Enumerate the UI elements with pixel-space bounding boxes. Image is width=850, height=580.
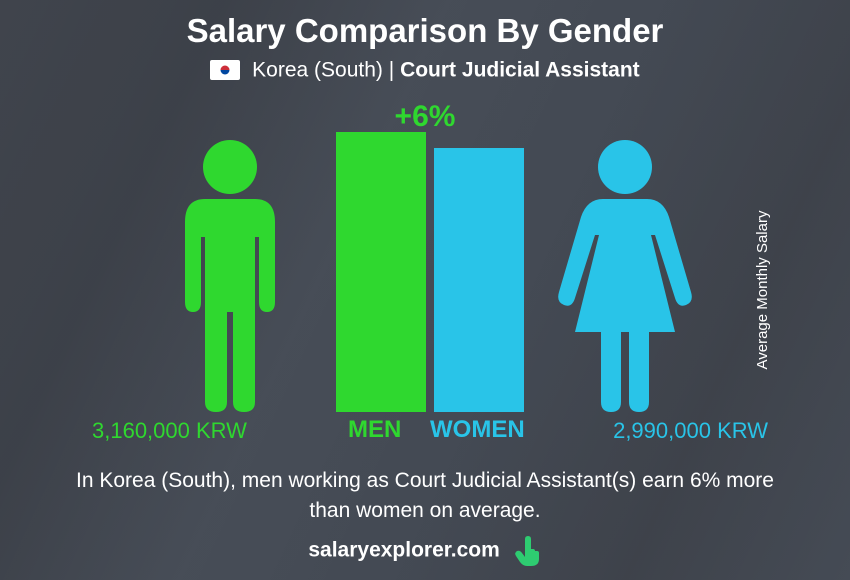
bar-women xyxy=(434,148,524,412)
women-label: WOMEN xyxy=(430,416,525,444)
hand-pointer-icon xyxy=(514,536,542,566)
footer: salaryexplorer.com xyxy=(0,536,850,566)
job-label: Court Judicial Assistant xyxy=(400,58,640,81)
summary-text: In Korea (South), men working as Court J… xyxy=(0,466,850,525)
korea-flag-icon xyxy=(210,60,240,80)
y-axis-label: Average Monthly Salary xyxy=(754,211,771,370)
separator: | xyxy=(389,58,400,81)
difference-label: +6% xyxy=(395,100,456,134)
woman-icon xyxy=(545,137,705,412)
men-label: MEN xyxy=(348,416,401,444)
bar-men xyxy=(336,132,426,412)
chart-area: +6% 3,160,000 KRW MEN WOMEN 2,990,000 KR… xyxy=(0,92,850,462)
subtitle: Korea (South) | Court Judicial Assistant xyxy=(0,58,850,82)
man-icon xyxy=(155,137,305,412)
men-salary: 3,160,000 KRW xyxy=(92,418,247,444)
country-label: Korea (South) xyxy=(252,58,383,81)
women-salary: 2,990,000 KRW xyxy=(613,418,768,444)
page-title: Salary Comparison By Gender xyxy=(0,0,850,50)
site-name: salaryexplorer.com xyxy=(308,539,499,562)
